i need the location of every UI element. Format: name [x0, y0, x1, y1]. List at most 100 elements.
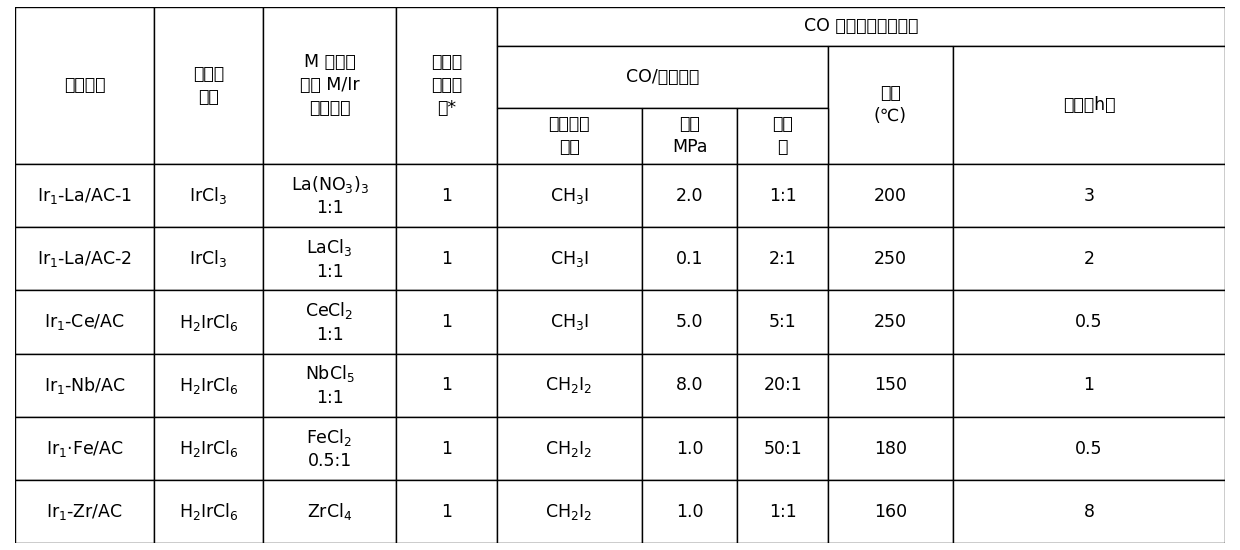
Text: CH$_2$I$_2$: CH$_2$I$_2$ [546, 502, 593, 522]
Text: 0.5: 0.5 [1075, 439, 1102, 458]
Bar [15, 417, 154, 480]
Text: 2: 2 [1084, 250, 1095, 268]
Bar [154, 290, 263, 354]
Text: Ir$_1$-Nb/AC: Ir$_1$-Nb/AC [43, 375, 125, 396]
Text: 0.5: 0.5 [1075, 313, 1102, 331]
Bar [15, 354, 154, 417]
Text: CeCl$_2$
1:1: CeCl$_2$ 1:1 [305, 300, 353, 344]
Text: IrCl$_3$: IrCl$_3$ [190, 185, 228, 206]
Text: 250: 250 [874, 313, 906, 331]
Bar [496, 354, 642, 417]
Bar [263, 7, 396, 164]
Text: 3: 3 [1084, 186, 1095, 205]
Text: 200: 200 [874, 186, 906, 205]
Bar [15, 227, 154, 290]
Bar [263, 227, 396, 290]
Text: 压力
MPa: 压力 MPa [672, 116, 707, 156]
Bar [496, 227, 642, 290]
Bar [738, 290, 828, 354]
Bar [15, 164, 154, 227]
Bar [952, 354, 1225, 417]
Text: Ir$_1$·Fe/AC: Ir$_1$·Fe/AC [46, 438, 123, 459]
Bar [738, 480, 828, 543]
Text: 1:1: 1:1 [769, 186, 796, 205]
Text: NbCl$_5$
1:1: NbCl$_5$ 1:1 [305, 364, 355, 407]
Text: FeCl$_2$
0.5:1: FeCl$_2$ 0.5:1 [306, 427, 352, 470]
Text: 摩尔
比: 摩尔 比 [773, 116, 794, 156]
Text: 1: 1 [441, 376, 451, 394]
Bar [263, 354, 396, 417]
Text: H$_2$IrCl$_6$: H$_2$IrCl$_6$ [179, 375, 238, 396]
Bar [496, 7, 1225, 46]
Text: 8.0: 8.0 [676, 376, 703, 394]
Text: Ir$_1$-La/AC-2: Ir$_1$-La/AC-2 [37, 249, 131, 269]
Bar [738, 354, 828, 417]
Text: H$_2$IrCl$_6$: H$_2$IrCl$_6$ [179, 501, 238, 522]
Bar [828, 480, 952, 543]
Text: 铱的质
量负载
量*: 铱的质 量负载 量* [430, 53, 461, 117]
Text: 1: 1 [441, 250, 451, 268]
Bar [496, 46, 828, 107]
Text: 时间（h）: 时间（h） [1063, 96, 1115, 114]
Bar [828, 164, 952, 227]
Bar [263, 164, 396, 227]
Text: La(NO$_3$)$_3$
1:1: La(NO$_3$)$_3$ 1:1 [290, 174, 368, 217]
Bar [396, 480, 496, 543]
Text: 1.0: 1.0 [676, 503, 703, 521]
Text: 1: 1 [441, 503, 451, 521]
Bar [154, 354, 263, 417]
Text: 1: 1 [441, 313, 451, 331]
Bar [396, 290, 496, 354]
Bar [642, 107, 738, 164]
Bar [952, 227, 1225, 290]
Bar [396, 7, 496, 164]
Text: 160: 160 [874, 503, 906, 521]
Bar [154, 7, 263, 164]
Text: 0.1: 0.1 [676, 250, 703, 268]
Text: ZrCl$_4$: ZrCl$_4$ [308, 501, 352, 522]
Text: 50:1: 50:1 [764, 439, 802, 458]
Bar [263, 417, 396, 480]
Bar [642, 227, 738, 290]
Bar [396, 354, 496, 417]
Bar [952, 46, 1225, 164]
Text: 温度
(℃): 温度 (℃) [874, 84, 906, 125]
Text: 1: 1 [441, 186, 451, 205]
Text: 5:1: 5:1 [769, 313, 796, 331]
Text: 1: 1 [1084, 376, 1095, 394]
Text: 样品编号: 样品编号 [63, 76, 105, 94]
Bar [738, 164, 828, 227]
Text: 5.0: 5.0 [676, 313, 703, 331]
Text: Ir$_1$-Ce/AC: Ir$_1$-Ce/AC [45, 312, 125, 332]
Text: 8: 8 [1084, 503, 1095, 521]
Text: 2:1: 2:1 [769, 250, 796, 268]
Bar [496, 107, 642, 164]
Bar [154, 164, 263, 227]
Bar [496, 290, 642, 354]
Text: 2.0: 2.0 [676, 186, 703, 205]
Text: CH$_3$I: CH$_3$I [549, 185, 589, 206]
Bar [15, 7, 154, 164]
Text: 卤代烷烃
种类: 卤代烷烃 种类 [548, 116, 590, 156]
Text: 1: 1 [441, 439, 451, 458]
Text: 250: 250 [874, 250, 906, 268]
Text: IrCl$_3$: IrCl$_3$ [190, 248, 228, 270]
Text: 20:1: 20:1 [764, 376, 802, 394]
Bar [396, 227, 496, 290]
Bar [642, 290, 738, 354]
Text: CO/卤代烷烃: CO/卤代烷烃 [626, 68, 699, 86]
Bar [738, 227, 828, 290]
Bar [642, 480, 738, 543]
Bar [496, 417, 642, 480]
Bar [154, 417, 263, 480]
Bar [952, 290, 1225, 354]
Text: CH$_2$I$_2$: CH$_2$I$_2$ [546, 375, 593, 395]
Text: H$_2$IrCl$_6$: H$_2$IrCl$_6$ [179, 311, 238, 333]
Bar [952, 480, 1225, 543]
Bar [396, 417, 496, 480]
Bar [738, 107, 828, 164]
Bar [828, 227, 952, 290]
Bar [15, 480, 154, 543]
Bar [496, 164, 642, 227]
Text: Ir$_1$-Zr/AC: Ir$_1$-Zr/AC [46, 502, 123, 522]
